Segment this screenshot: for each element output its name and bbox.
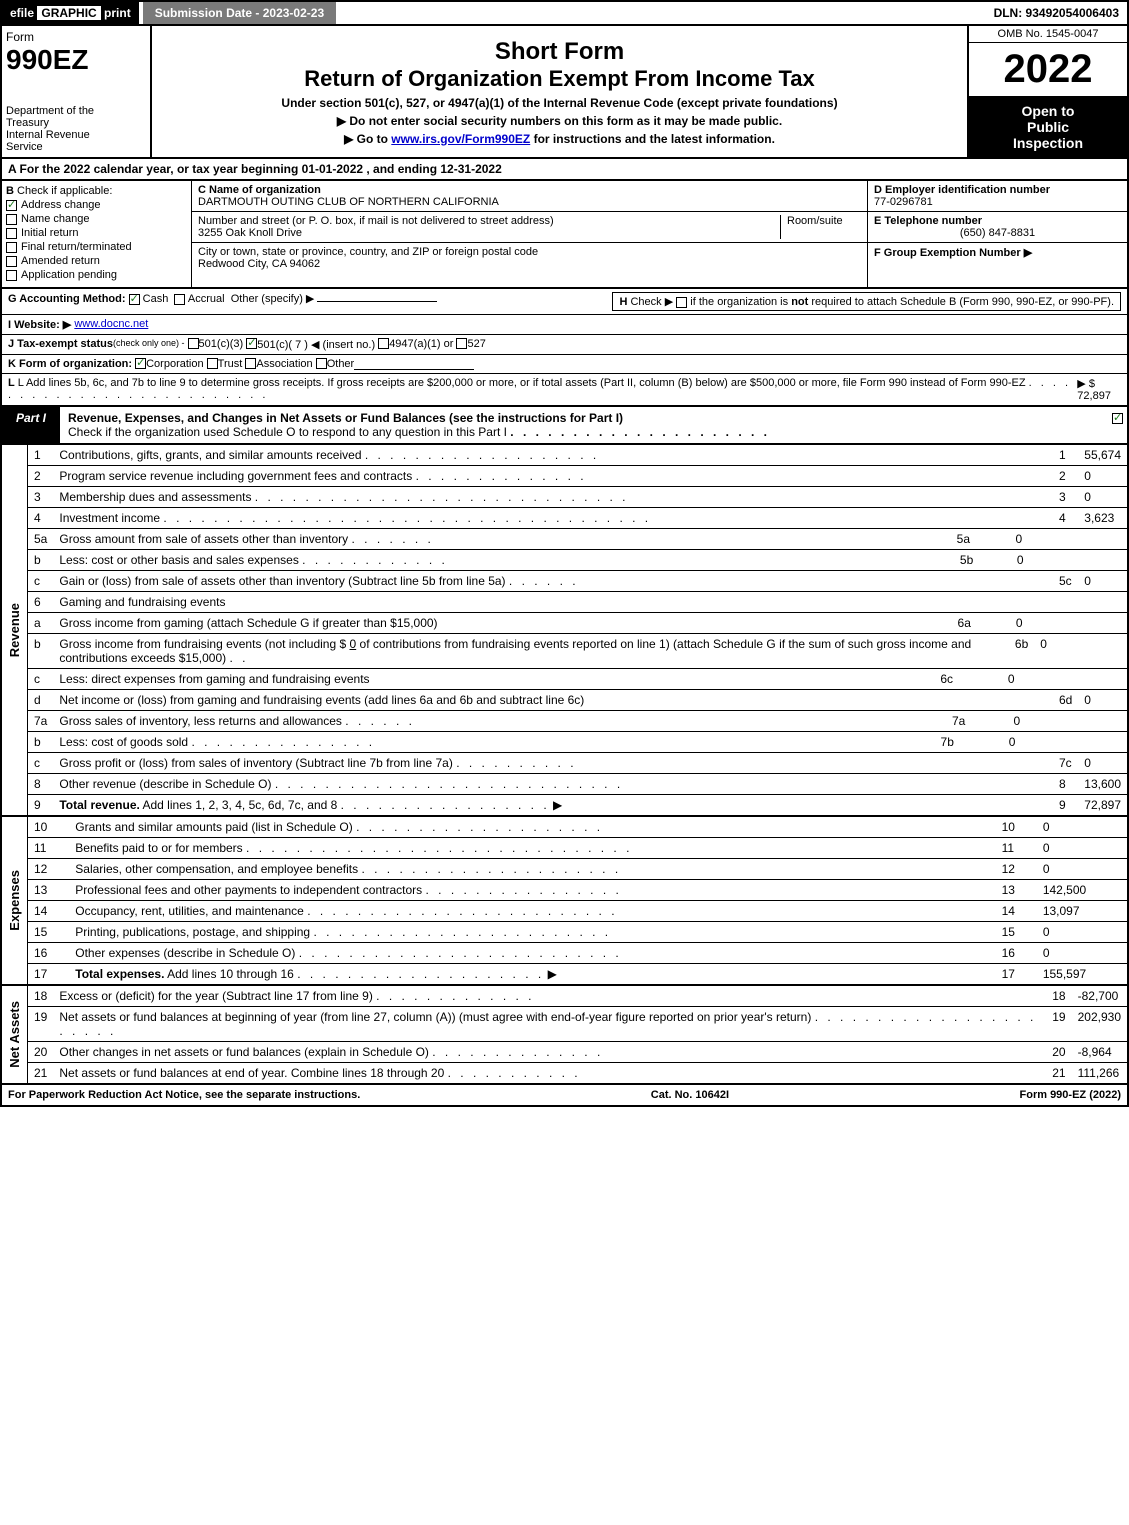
line7a-val: 0	[1008, 711, 1053, 731]
page-footer: For Paperwork Reduction Act Notice, see …	[0, 1085, 1129, 1107]
check-501c[interactable]	[246, 338, 257, 349]
line3-amount: 0	[1078, 487, 1127, 508]
line9-amount: 72,897	[1078, 795, 1127, 816]
line10-amount: 0	[1037, 817, 1127, 838]
net-assets-label: Net Assets	[7, 1001, 22, 1068]
line1-amount: 55,674	[1078, 445, 1127, 466]
dln-number: DLN: 93492054006403	[986, 2, 1127, 24]
line17-amount: 155,597	[1037, 964, 1127, 985]
part1-tab: Part I	[2, 407, 60, 443]
line8-amount: 13,600	[1078, 774, 1127, 795]
check-schedule-o[interactable]	[1112, 413, 1123, 424]
omb-number: OMB No. 1545-0047	[969, 26, 1127, 43]
check-schedule-b[interactable]	[676, 297, 687, 308]
net-assets-table: 18Excess or (deficit) for the year (Subt…	[28, 986, 1127, 1083]
line6b-val: 0	[1034, 634, 1053, 668]
form-number: 990EZ	[6, 44, 89, 75]
check-trust[interactable]	[207, 358, 218, 369]
check-4947[interactable]	[378, 338, 389, 349]
line2-amount: 0	[1078, 466, 1127, 487]
line20-amount: -8,964	[1072, 1042, 1127, 1063]
footer-right: Form 990-EZ (2022)	[1020, 1089, 1122, 1101]
line18-amount: -82,700	[1072, 986, 1127, 1007]
line6d-amount: 0	[1078, 690, 1127, 711]
expenses-table: 10Grants and similar amounts paid (list …	[28, 817, 1127, 984]
form-header: Form 990EZ Department of theTreasuryInte…	[0, 26, 1129, 159]
subtitle-1: Under section 501(c), 527, or 4947(a)(1)…	[158, 96, 961, 110]
info-block: B Check if applicable: Address change Na…	[0, 181, 1129, 289]
header-left: Form 990EZ Department of theTreasuryInte…	[2, 26, 152, 157]
header-center: Short Form Return of Organization Exempt…	[152, 26, 967, 157]
line6c-val: 0	[1002, 669, 1053, 689]
line7b-val: 0	[1003, 732, 1053, 752]
tax-year: 2022	[969, 43, 1127, 97]
check-initial-return[interactable]	[6, 228, 17, 239]
check-amended[interactable]	[6, 256, 17, 267]
department-label: Department of theTreasuryInternal Revenu…	[6, 105, 146, 153]
org-city: Redwood City, CA 94062	[198, 258, 320, 270]
efile-print[interactable]: print	[104, 6, 131, 20]
top-bar: efile GRAPHIC print Submission Date - 20…	[0, 0, 1129, 26]
line6a-val: 0	[1010, 613, 1053, 633]
form-title-1: Short Form	[158, 38, 961, 66]
meta-block: G Accounting Method: Cash Accrual Other …	[0, 289, 1129, 407]
section-a-year: A For the 2022 calendar year, or tax yea…	[0, 159, 1129, 181]
org-name: DARTMOUTH OUTING CLUB OF NORTHERN CALIFO…	[198, 196, 499, 208]
check-name-change[interactable]	[6, 214, 17, 225]
line7c-amount: 0	[1078, 753, 1127, 774]
check-assoc[interactable]	[245, 358, 256, 369]
line13-amount: 142,500	[1037, 880, 1127, 901]
check-corp[interactable]	[135, 358, 146, 369]
footer-cat: Cat. No. 10642I	[651, 1089, 729, 1101]
line16-amount: 0	[1037, 943, 1127, 964]
ein-value: 77-0296781	[874, 196, 933, 208]
other-specify-input[interactable]	[317, 301, 437, 302]
footer-left: For Paperwork Reduction Act Notice, see …	[8, 1089, 360, 1101]
inspection-badge: Open to Public Inspection	[969, 97, 1127, 157]
efile-badge: efile GRAPHIC print	[2, 2, 139, 24]
box-b: B Check if applicable: Address change Na…	[2, 181, 192, 287]
org-street: 3255 Oak Knoll Drive	[198, 227, 302, 239]
phone-value: (650) 847-8831	[874, 227, 1121, 239]
form-title-2: Return of Organization Exempt From Incom…	[158, 66, 961, 92]
subtitle-2: ▶ Do not enter social security numbers o…	[158, 114, 961, 128]
line5c-amount: 0	[1078, 571, 1127, 592]
revenue-table: 1Contributions, gifts, grants, and simil…	[28, 445, 1127, 815]
website-link[interactable]: www.docnc.net	[74, 318, 148, 331]
check-other-org[interactable]	[316, 358, 327, 369]
line5a-val: 0	[1010, 529, 1053, 549]
line4-amount: 3,623	[1078, 508, 1127, 529]
line5b-val: 0	[1011, 550, 1053, 570]
efile-prefix: efile	[10, 6, 34, 20]
expenses-section: Expenses 10Grants and similar amounts pa…	[0, 817, 1129, 986]
check-501c3[interactable]	[188, 338, 199, 349]
form-label: Form	[6, 30, 34, 44]
box-h: H Check ▶ if the organization is not req…	[612, 292, 1121, 311]
revenue-section: Revenue 1Contributions, gifts, grants, a…	[0, 445, 1129, 817]
gross-receipts: ▶ $ 72,897	[1077, 377, 1121, 402]
check-pending[interactable]	[6, 270, 17, 281]
expenses-label: Expenses	[7, 870, 22, 931]
irs-link[interactable]: www.irs.gov/Form990EZ	[391, 132, 530, 146]
check-address-change[interactable]	[6, 200, 17, 211]
header-right: OMB No. 1545-0047 2022 Open to Public In…	[967, 26, 1127, 157]
net-assets-section: Net Assets 18Excess or (deficit) for the…	[0, 986, 1129, 1085]
line11-amount: 0	[1037, 838, 1127, 859]
line15-amount: 0	[1037, 922, 1127, 943]
subtitle-3: ▶ Go to www.irs.gov/Form990EZ for instru…	[158, 132, 961, 146]
check-cash[interactable]	[129, 294, 140, 305]
efile-graphic: GRAPHIC	[37, 6, 100, 20]
part1-header: Part I Revenue, Expenses, and Changes in…	[0, 407, 1129, 445]
check-527[interactable]	[456, 338, 467, 349]
submission-date: Submission Date - 2023-02-23	[143, 2, 336, 24]
box-c: C Name of organization DARTMOUTH OUTING …	[192, 181, 867, 287]
line14-amount: 13,097	[1037, 901, 1127, 922]
check-final-return[interactable]	[6, 242, 17, 253]
line21-amount: 111,266	[1072, 1063, 1127, 1084]
line12-amount: 0	[1037, 859, 1127, 880]
check-accrual[interactable]	[174, 294, 185, 305]
box-def: D Employer identification number 77-0296…	[867, 181, 1127, 287]
revenue-label: Revenue	[7, 603, 22, 657]
line19-amount: 202,930	[1072, 1007, 1127, 1042]
